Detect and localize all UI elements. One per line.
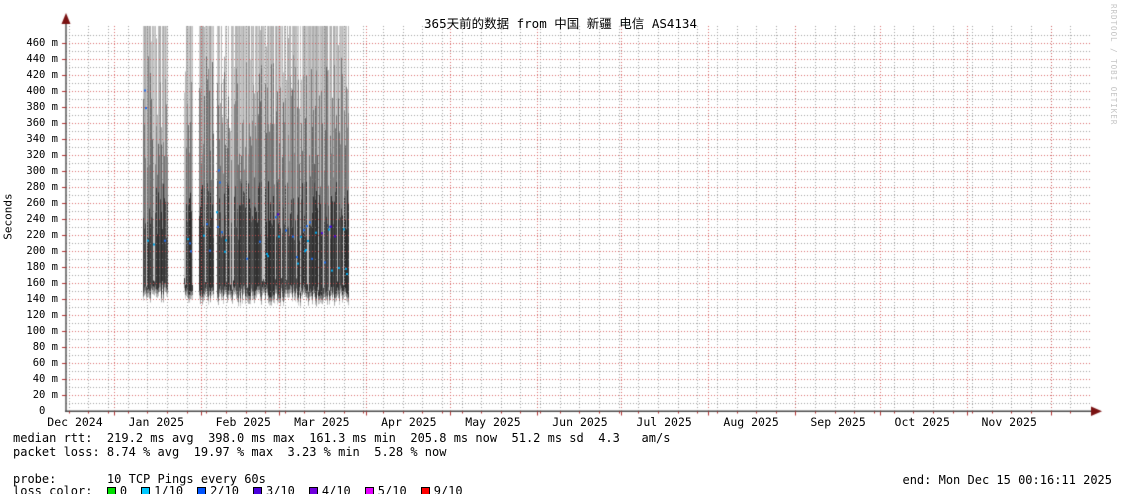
x-tick-label: Jul 2025	[636, 415, 692, 429]
y-tick-label: 120 m	[26, 309, 58, 321]
y-tick-label: 180 m	[26, 261, 58, 273]
rrdtool-watermark: RRDTOOL / TOBI OETIKER	[1109, 4, 1118, 126]
loss-color-swatch	[197, 486, 207, 494]
probe-info: probe: 10 TCP Pings every 60s	[13, 471, 266, 486]
y-tick-label: 160 m	[26, 277, 58, 289]
x-tick-label: Dec 2024	[47, 415, 103, 429]
x-tick-label: Jun 2025	[552, 415, 608, 429]
loss-color-value: 4/10	[321, 483, 351, 494]
y-tick-label: 400 m	[26, 85, 58, 97]
x-tick-label: Apr 2025	[381, 415, 437, 429]
loss-color-item: 9/10	[420, 483, 463, 494]
y-tick-label: 260 m	[26, 197, 58, 209]
loss-color-label: loss color:	[13, 483, 107, 494]
y-tick-label: 300 m	[26, 165, 58, 177]
loss-color-legend: loss color: 0 1/10 2/10 3/10 4/10 5/10 9/10	[13, 459, 477, 494]
x-tick-label: Feb 2025	[215, 415, 271, 429]
y-tick-label: 380 m	[26, 101, 58, 113]
y-tick-label: 100 m	[26, 325, 58, 337]
y-tick-label: 320 m	[26, 149, 58, 161]
loss-color-value: 3/10	[265, 483, 295, 494]
y-tick-label: 20 m	[32, 389, 58, 401]
y-tick-label: 200 m	[26, 245, 58, 257]
loss-color-value: 9/10	[433, 483, 463, 494]
loss-color-swatch	[141, 486, 151, 494]
y-tick-label: 60 m	[32, 357, 58, 369]
loss-color-value: 1/10	[154, 483, 184, 494]
x-tick-label: Aug 2025	[723, 415, 779, 429]
x-tick-label: May 2025	[465, 415, 521, 429]
loss-color-swatch	[106, 486, 116, 494]
y-tick-label: 340 m	[26, 133, 58, 145]
y-tick-label: 280 m	[26, 181, 58, 193]
y-tick-label: 440 m	[26, 53, 58, 65]
x-tick-label: Jan 2025	[128, 415, 185, 429]
end-timestamp: end: Mon Dec 15 00:16:11 2025	[902, 473, 1112, 487]
x-tick-label: Nov 2025	[981, 415, 1037, 429]
loss-color-item: 4/10	[308, 483, 351, 494]
median-rtt-stats: median rtt: 219.2 ms avg 398.0 ms max 16…	[13, 431, 671, 445]
y-tick-label: 240 m	[26, 213, 58, 225]
loss-color-swatch	[252, 486, 262, 494]
x-tick-label: Oct 2025	[894, 415, 950, 429]
loss-color-item: 5/10	[364, 483, 407, 494]
loss-color-swatch	[308, 486, 318, 494]
loss-color-swatch	[364, 486, 374, 494]
graph-title: 365天前的数据 from 中国 新疆 电信 AS4134	[424, 16, 697, 31]
y-tick-label: 420 m	[26, 69, 58, 81]
y-tick-label: 140 m	[26, 293, 58, 305]
y-tick-label: 40 m	[32, 373, 58, 385]
loss-color-item: 2/10	[197, 483, 239, 494]
y-tick-label: 80 m	[32, 341, 58, 353]
loss-color-swatch	[420, 486, 430, 494]
loss-color-value: 0	[119, 483, 128, 494]
loss-color-item: 0	[106, 483, 128, 494]
y-tick-label: 220 m	[26, 229, 58, 241]
y-tick-label: 360 m	[26, 117, 58, 129]
x-tick-label: Sep 2025	[810, 415, 866, 429]
x-tick-label: Mar 2025	[294, 415, 350, 429]
loss-color-item: 3/10	[252, 483, 295, 494]
loss-color-items: 0 1/10 2/10 3/10 4/10 5/10 9/10	[106, 483, 477, 494]
y-tick-label: 460 m	[26, 37, 58, 49]
loss-color-value: 2/10	[210, 483, 239, 494]
packet-loss-stats: packet loss: 8.74 % avg 19.97 % max 3.23…	[13, 444, 447, 459]
loss-color-item: 1/10	[141, 483, 184, 494]
y-tick-label: 0	[39, 405, 58, 417]
loss-color-value: 5/10	[377, 483, 407, 494]
